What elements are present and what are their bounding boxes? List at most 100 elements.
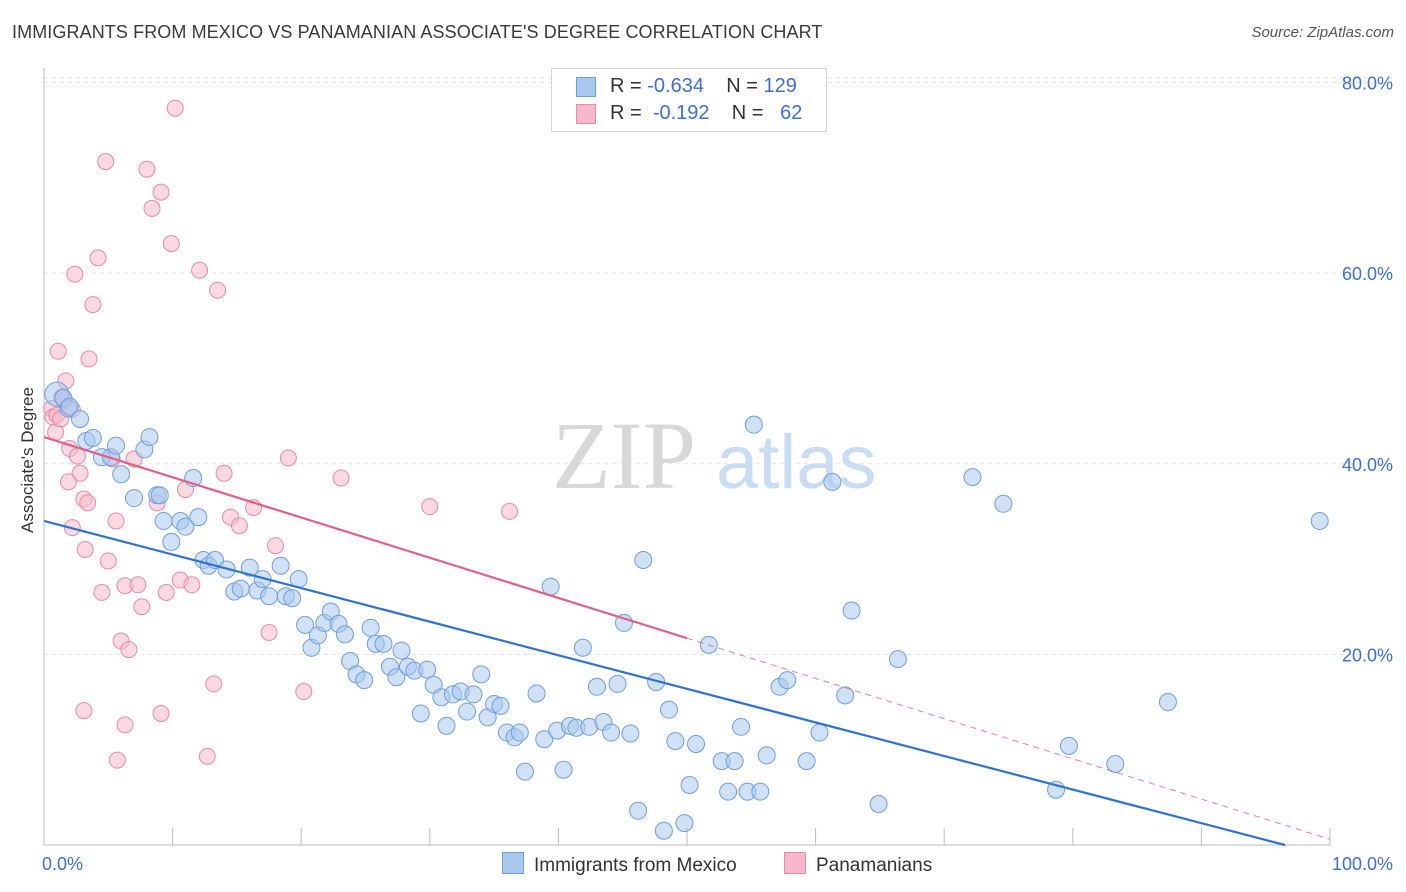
panamanian-point: [183, 576, 201, 594]
panamanian-point: [99, 552, 117, 570]
mexico-point: [666, 732, 685, 751]
mexico-trend-line: [43, 519, 1286, 847]
legend-swatch-blue: [576, 77, 596, 97]
mexico-point: [587, 677, 606, 696]
mexico-point: [140, 428, 159, 447]
panamanian-point: [230, 517, 248, 535]
panamanian-point: [209, 281, 227, 299]
mexico-point: [869, 795, 888, 814]
y-tick-label: 80.0%: [1342, 74, 1393, 94]
panamanian-point: [68, 447, 86, 465]
mexico-point: [271, 556, 290, 575]
bottom-legend-mexico: Immigrants from Mexico: [502, 852, 737, 877]
mexico-point: [296, 615, 315, 634]
mexico-point: [107, 436, 126, 455]
panamanian-point: [501, 502, 519, 520]
panamanian-point: [79, 494, 97, 512]
mexico-point: [621, 724, 640, 743]
stats-legend: R = -0.634 N = 129 R = -0.192 N = 62: [551, 68, 827, 132]
bottom-legend-swatch-blue: [502, 852, 524, 874]
mexico-point: [1106, 754, 1125, 773]
panamanian-point: [75, 702, 93, 720]
mexico-point: [680, 775, 699, 794]
mexico-point: [458, 702, 477, 721]
mexico-point: [757, 746, 776, 765]
mexico-point: [751, 782, 770, 801]
mexico-point: [335, 625, 354, 644]
mexico-point: [654, 821, 673, 840]
mexico-point: [778, 671, 797, 690]
panamanian-trend-extension: [686, 637, 1331, 840]
mexico-point: [283, 589, 302, 608]
mexico-point: [472, 665, 491, 684]
mexico-point: [732, 717, 751, 736]
panamanian-point: [266, 537, 284, 555]
bottom-legend-label-panamanians: Panamanians: [816, 855, 933, 876]
panamanian-point: [162, 235, 180, 253]
panamanian-point: [152, 183, 170, 201]
mexico-point: [125, 489, 144, 508]
legend-n-value: 129: [763, 75, 797, 97]
panamanian-point: [191, 261, 209, 279]
bottom-legend-label-mexico: Immigrants from Mexico: [534, 855, 737, 876]
x-tick-label-max: 100.0%: [1332, 854, 1393, 874]
mexico-point: [491, 696, 510, 715]
mexico-point: [150, 486, 169, 505]
panamanian-point: [93, 583, 111, 601]
mexico-point: [83, 429, 102, 448]
axes: [43, 68, 1331, 846]
mexico-point: [1310, 511, 1329, 530]
legend-n-label: N =: [726, 75, 758, 97]
mexico-point: [510, 723, 529, 742]
mexico-point: [797, 752, 816, 771]
mexico-point: [231, 579, 250, 598]
mexico-point: [719, 782, 738, 801]
panamanian-trend-line: [43, 436, 688, 640]
y-axis-label: Associate's Degree: [18, 387, 37, 533]
mexico-point: [1158, 693, 1177, 712]
panamanian-point: [49, 342, 67, 360]
mexico-point: [602, 723, 621, 742]
x-tick-label-min: 0.0%: [42, 854, 83, 874]
mexico-point: [888, 650, 907, 669]
mexico-point: [112, 465, 131, 484]
tick-labels: 20.0% 40.0% 60.0% 80.0% 0.0% 100.0%: [42, 74, 1393, 875]
source-label: Source: ZipAtlas.com: [1251, 24, 1394, 41]
panamanian-point: [205, 675, 223, 693]
mexico-point: [535, 730, 554, 749]
panamanian-point: [80, 350, 98, 368]
mexico-point: [1059, 736, 1078, 755]
panamanian-point: [108, 751, 126, 769]
mexico-point: [675, 814, 694, 833]
mexico-point: [387, 668, 406, 687]
mexico-point: [810, 723, 829, 742]
watermark-zip: ZIP: [552, 402, 696, 509]
y-tick-label: 60.0%: [1342, 264, 1393, 284]
panamanian-point: [143, 199, 161, 217]
mexico-point: [725, 752, 744, 771]
mexico-point: [994, 494, 1013, 513]
panamanian-point: [59, 473, 77, 491]
mexico-point: [374, 634, 393, 653]
bottom-legend-panamanians: Panamanians: [784, 852, 932, 877]
mexico-point: [437, 716, 456, 735]
legend-text-panamanians: R = -0.192 N = 62: [610, 102, 802, 125]
legend-n-label: N =: [731, 102, 764, 124]
panamanian-point: [107, 512, 125, 530]
mexico-point: [659, 700, 678, 719]
mexico-point: [71, 409, 90, 428]
mexico-point: [361, 618, 380, 637]
panamanian-point: [279, 449, 297, 467]
panamanian-point: [295, 683, 313, 701]
mexico-point: [392, 641, 411, 660]
panamanians-points: [43, 99, 519, 769]
panamanian-point: [129, 576, 147, 594]
panamanian-point: [138, 160, 156, 178]
legend-r-value: -0.192: [652, 102, 710, 124]
panamanian-point: [133, 598, 151, 616]
mexico-point: [464, 685, 483, 704]
panamanian-point: [84, 296, 102, 314]
panamanian-point: [66, 265, 84, 283]
panamanian-point: [260, 623, 278, 641]
